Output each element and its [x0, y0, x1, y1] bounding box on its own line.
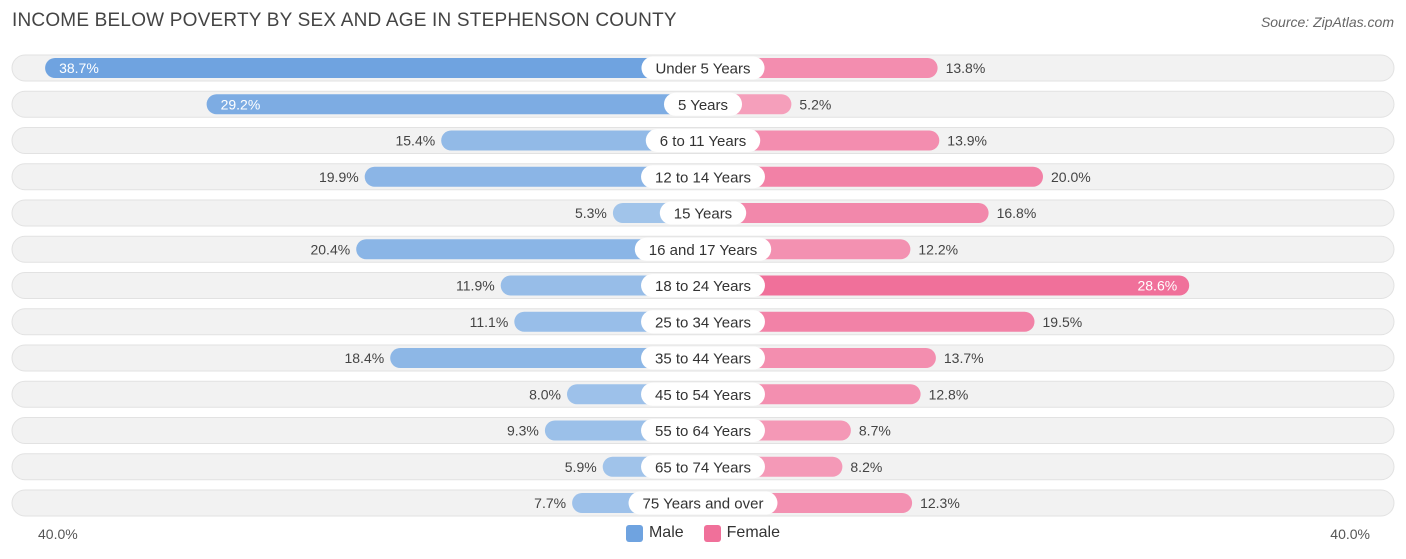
- category-pill: [641, 56, 765, 80]
- category-pill: [628, 491, 778, 515]
- bar-male: [441, 130, 703, 151]
- bar-value-label-female: 20.0%: [1051, 169, 1091, 185]
- category-label: 6 to 11 Years: [660, 133, 746, 150]
- category-label: 35 to 44 Years: [655, 351, 751, 368]
- bar-male: [390, 348, 703, 368]
- category-label: 55 to 64 Years: [655, 423, 751, 440]
- bar-value-label-female: 13.8%: [946, 60, 986, 76]
- legend-swatch-female: [703, 524, 721, 542]
- bar-female: [703, 130, 940, 151]
- category-label: Under 5 Years: [655, 61, 750, 78]
- bar-female: [703, 311, 1035, 332]
- legend: Male Female: [0, 524, 1406, 542]
- legend-swatch-male: [625, 524, 643, 542]
- bar-value-label-female: 8.2%: [850, 459, 882, 475]
- bar-value-label-female: 5.2%: [799, 96, 831, 112]
- category-pill: [641, 419, 765, 442]
- category-label: 65 to 74 Years: [655, 459, 751, 476]
- bar-value-label-male: 15.4%: [395, 133, 435, 149]
- category-pill: [645, 129, 761, 152]
- bar-male: [45, 58, 704, 78]
- bar-value-label-female: 13.9%: [947, 133, 987, 149]
- category-pill: [641, 310, 765, 334]
- legend-item-male: Male: [625, 524, 684, 542]
- legend-label-female: Female: [726, 524, 781, 541]
- bar-value-label-female: 12.2%: [918, 241, 958, 257]
- bar-chart: 38.7% 13.8% Under 5 Years 29.2% 5.2% 5 Years 1…: [11, 54, 1395, 517]
- bar-female: [703, 203, 989, 223]
- category-pill: [634, 237, 772, 261]
- bar-value-label-male: 38.7%: [59, 60, 99, 76]
- category-label: 15 Years: [674, 206, 732, 223]
- category-pill: [663, 92, 743, 116]
- bar-value-label-female: 19.5%: [1043, 314, 1083, 330]
- bar-value-label-female: 8.7%: [859, 423, 891, 439]
- bar-value-label-male: 5.3%: [575, 205, 607, 221]
- bar-value-label-male: 29.2%: [221, 96, 261, 112]
- category-pill: [641, 382, 765, 406]
- category-label: 18 to 24 Years: [655, 278, 751, 295]
- bar-male: [356, 239, 703, 260]
- bar-value-label-female: 12.3%: [920, 495, 960, 511]
- category-pill: [641, 346, 765, 370]
- category-pill: [641, 165, 765, 189]
- bar-value-label-female: 28.6%: [1137, 278, 1177, 294]
- bar-value-label-female: 13.7%: [944, 350, 984, 366]
- category-pill: [659, 201, 747, 225]
- chart-source: Source: ZipAtlas.com: [1260, 14, 1394, 30]
- bar-female: [703, 166, 1043, 187]
- legend-label-male: Male: [648, 524, 684, 541]
- bar-value-label-male: 11.9%: [456, 278, 495, 294]
- bar-value-label-male: 5.9%: [565, 459, 597, 475]
- legend-item-female: Female: [703, 524, 781, 542]
- category-label: 75 Years and over: [643, 496, 764, 513]
- category-label: 16 and 17 Years: [649, 242, 757, 259]
- bar-value-label-male: 8.0%: [529, 386, 561, 402]
- category-label: 25 to 34 Years: [655, 314, 751, 331]
- bar-value-label-male: 19.9%: [319, 169, 359, 185]
- bar-value-label-male: 18.4%: [344, 350, 384, 366]
- category-pill: [641, 274, 765, 297]
- category-pill: [641, 455, 765, 479]
- category-label: 12 to 14 Years: [655, 169, 751, 186]
- category-label: 5 Years: [678, 97, 728, 114]
- bar-value-label-male: 9.3%: [507, 423, 539, 439]
- category-label: 45 to 54 Years: [655, 387, 751, 404]
- bar-value-label-female: 16.8%: [997, 205, 1037, 221]
- axis-label-right: 40.0%: [1330, 526, 1370, 542]
- bar-value-label-male: 20.4%: [310, 241, 350, 257]
- chart-title: INCOME BELOW POVERTY BY SEX AND AGE IN S…: [12, 10, 677, 31]
- bar-value-label-male: 7.7%: [534, 495, 566, 511]
- bar-male: [364, 166, 703, 187]
- bar-value-label-male: 11.1%: [470, 314, 509, 330]
- axis-label-left: 40.0%: [38, 526, 78, 542]
- bar-value-label-female: 12.8%: [929, 386, 969, 402]
- bar-female: [703, 275, 1190, 296]
- bar-male: [206, 94, 703, 115]
